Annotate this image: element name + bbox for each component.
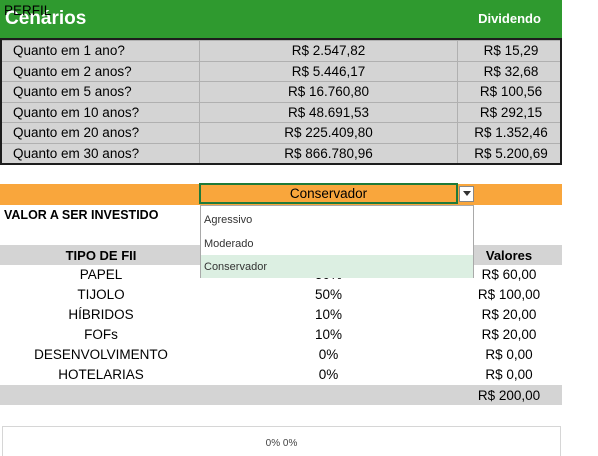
scenario-value: R$ 866.780,96 [284,145,373,161]
fii-value: R$ 0,00 [485,347,533,362]
scenarios-table: Quanto em 1 ano? R$ 2.547,82 R$ 15,29 Qu… [0,38,562,165]
perfil-selected-value[interactable]: Conservador [289,186,368,201]
scenario-dividend: R$ 15,29 [483,43,539,58]
scenario-dividend: R$ 292,15 [479,104,543,120]
scenario-value: R$ 5.446,17 [291,63,366,79]
scenario-row[interactable]: Quanto em 20 anos? R$ 225.409,80 R$ 1.35… [2,122,560,144]
fii-type: FOFs [84,327,118,342]
fii-value: R$ 60,00 [481,267,537,282]
scenario-row[interactable]: Quanto em 5 anos? R$ 16.760,80 R$ 100,56 [2,81,560,103]
chart-data-label: 0% 0% [265,438,298,449]
chevron-down-icon [463,191,471,196]
fii-percent: 10% [314,307,343,322]
scenario-row[interactable]: Quanto em 30 anos? R$ 866.780,96 R$ 5.20… [2,142,560,165]
scenario-label: Quanto em 5 anos? [13,84,132,99]
scenario-value: R$ 2.547,82 [291,43,366,58]
scenarios-header [0,0,562,38]
allocation-row[interactable]: HÍBRIDOS 10% R$ 20,00 [0,305,562,325]
scenario-dividend: R$ 32,68 [483,63,539,79]
valores-header: Valores [485,248,533,263]
fii-type: TIJOLO [77,287,125,302]
scenarios-title: Cenários [5,8,87,29]
chart-area[interactable] [2,426,561,456]
dropdown-arrow-button[interactable] [459,186,474,202]
scenario-row[interactable]: Quanto em 1 ano? R$ 2.547,82 R$ 15,29 [2,40,560,62]
fii-value: R$ 100,00 [477,287,541,302]
fii-value: R$ 0,00 [485,367,533,382]
scenario-value: R$ 16.760,80 [287,84,370,99]
scenario-dividend: R$ 1.352,46 [474,125,548,140]
perfil-label: PERFIL [4,3,52,18]
scenario-dividend: R$ 100,56 [479,84,543,99]
scenario-label: Quanto em 1 ano? [13,43,125,58]
allocation-row[interactable]: FOFs 10% R$ 20,00 [0,325,562,345]
scenario-value: R$ 48.691,53 [287,104,370,120]
scenario-row[interactable]: Quanto em 10 anos? R$ 48.691,53 R$ 292,1… [2,101,560,124]
dropdown-option-moderado[interactable]: Moderado [204,238,254,250]
fii-type: DESENVOLVIMENTO [34,347,168,362]
fii-type: PAPEL [79,267,123,282]
allocation-row[interactable]: DESENVOLVIMENTO 0% R$ 0,00 [0,345,562,365]
total-row [0,385,562,405]
fii-percent: 50% [314,287,343,302]
fii-value: R$ 20,00 [481,327,537,342]
valor-investido-label: VALOR A SER INVESTIDO [4,208,159,222]
tipo-fii-header: TIPO DE FII [65,248,137,263]
scenario-label: Quanto em 20 anos? [13,125,140,140]
scenario-label: Quanto em 2 anos? [13,63,132,79]
allocation-row[interactable]: HOTELARIAS 0% R$ 0,00 [0,365,562,385]
allocation-row[interactable]: TIJOLO 50% R$ 100,00 [0,285,562,305]
scenario-label: Quanto em 30 anos? [13,145,140,161]
perfil-row [0,184,562,205]
fii-percent: 0% [318,347,339,362]
dividend-header: Dividendo [478,11,541,26]
fii-type: HOTELARIAS [58,367,144,382]
fii-percent: 0% [318,367,339,382]
fii-value: R$ 20,00 [481,307,537,322]
total-value: R$ 200,00 [477,388,541,403]
scenario-label: Quanto em 10 anos? [13,104,140,120]
scenario-dividend: R$ 5.200,69 [474,145,548,161]
dropdown-option-agressivo[interactable]: Agressivo [204,214,253,226]
perfil-select-cell[interactable] [199,183,458,204]
fii-type: HÍBRIDOS [68,307,134,322]
perfil-dropdown-list: Agressivo Moderado Conservador [200,205,474,278]
dropdown-option-conservador[interactable]: Conservador [201,255,473,278]
scenario-value: R$ 225.409,80 [284,125,373,140]
fii-percent: 10% [314,327,343,342]
scenario-row[interactable]: Quanto em 2 anos? R$ 5.446,17 R$ 32,68 [2,60,560,83]
